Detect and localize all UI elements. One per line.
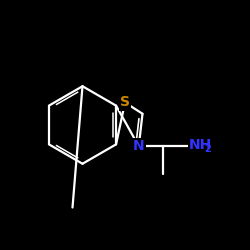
Text: NH: NH (189, 138, 212, 152)
Text: N: N (133, 139, 144, 153)
Text: 2: 2 (204, 144, 211, 154)
Text: S: S (120, 96, 130, 110)
